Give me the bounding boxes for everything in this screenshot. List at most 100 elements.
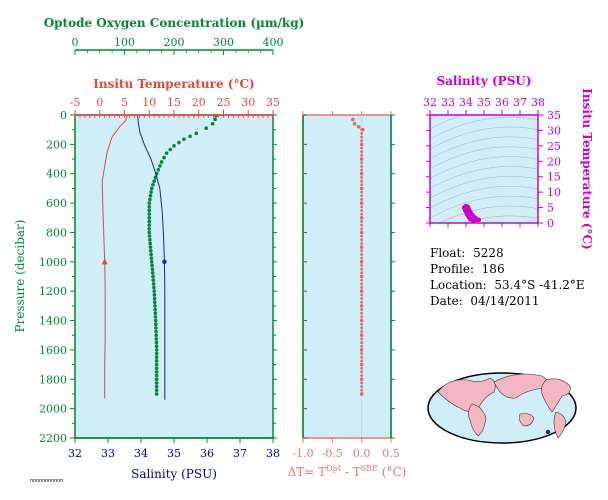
delta-t-point [360,227,364,231]
ts-isopycnal [430,195,538,219]
delta-t-point [360,348,364,352]
temperature-tick-label: 10 [142,96,156,109]
oxygen-point [154,373,159,378]
delta-t-point [360,275,364,278]
delta-t-point [360,128,364,132]
salinity-tick-label: 33 [101,447,115,460]
info-float-label: Float: [430,246,466,260]
oxygen-point [164,151,169,155]
temperature-marker [101,258,108,265]
ts-salinity-tick-label: 36 [495,96,509,109]
float-location-marker [545,429,551,435]
pressure-tick-label: 1200 [39,285,67,298]
delta-t-point [360,212,364,216]
delta-t-tick-label: 0.0 [353,447,371,460]
oxygen-point [147,212,152,216]
delta-t-panel: -1.0 -0.5 0.0 0.5 ΔT= TOpt - TSBE (°C) [288,111,406,479]
map-land-australia [519,413,535,427]
oxygen-point [162,155,166,160]
oxygen-point [154,392,159,396]
oxygen-point [151,278,156,282]
delta-t-point [360,308,364,311]
oxygen-point [154,381,159,385]
delta-t-point [360,385,364,389]
oxygen-point [147,226,152,231]
oxygen-point [154,348,159,352]
oxygen-point [154,359,159,363]
oxygen-point [150,271,155,275]
delta-t-point [360,341,364,344]
delta-t-point [360,164,364,168]
ts-salinity-tick-label: 37 [513,96,527,109]
world-map [427,372,577,444]
oxygen-tick-label: 0 [72,36,79,49]
info-date-label: Date: [430,294,463,308]
oxygen-point [154,333,158,338]
salinity-tick-label: 32 [68,447,82,460]
oxygen-point [154,322,158,327]
delta-t-tick-label: -1.0 [292,447,313,460]
map-land-africa [468,403,487,437]
ts-isopycnal [439,205,538,223]
delta-t-label-sup1: Opt [326,464,342,473]
temperature-tick-label: 35 [266,96,280,109]
delta-t-point [360,326,364,330]
delta-t-point [360,161,364,165]
delta-t-point [360,146,364,150]
oxygen-point [149,190,153,194]
delta-t-point [360,209,364,212]
oxygen-tick-label: 200 [164,36,185,49]
ts-salinity-tick-label: 35 [477,96,491,109]
temperature-line [101,115,128,399]
delta-t-point [360,153,364,157]
salinity-tick-label: 34 [134,447,148,460]
oxygen-point [154,384,159,389]
oxygen-axis: 0 100 200 300 400 Optode Oxygen Concentratio… [44,16,304,55]
temperature-tick-label: 0 [96,96,103,109]
delta-t-point [360,304,364,308]
delta-t-point [360,344,364,348]
info-date-value: 04/14/2011 [470,294,540,308]
oxygen-point [149,252,153,257]
pressure-tick-label: 1400 [39,315,67,328]
oxygen-point [147,204,152,209]
delta-t-point [360,242,364,245]
oxygen-point [154,366,159,371]
oxygen-point [154,344,159,349]
delta-t-point [360,231,364,234]
oxygen-point [194,131,199,136]
ts-temperature-axis-title: Insitu Temperature (°C) [580,88,594,249]
oxygen-point [153,307,157,312]
delta-t-point [360,286,364,289]
oxygen-point [149,260,154,264]
delta-t-point [360,172,364,176]
ts-isopycnal [430,185,538,209]
oxygen-point [148,237,152,242]
delta-t-point [360,194,364,198]
delta-t-point [360,238,364,242]
oxygen-point [154,370,159,374]
delta-t-point [360,300,364,304]
delta-t-point [352,122,357,126]
delta-t-tick-label: -0.5 [322,447,343,460]
oxygen-point [154,340,159,345]
salinity-tick-label: 37 [233,447,247,460]
temperature-tick-label: 5 [121,96,128,109]
info-float-value: 5228 [473,246,504,260]
ts-salinity-tick-label: 33 [441,96,455,109]
oxygen-point [168,147,173,152]
salinity-line [137,115,166,400]
oxygen-point [153,311,158,316]
temperature-tick-label: -5 [70,96,81,109]
delta-t-tick-label: 0.5 [382,447,400,460]
delta-t-point [351,117,355,122]
ts-temperature-tick-label: 0 [547,217,554,230]
delta-t-point [360,337,364,341]
oxygen-point [154,329,158,334]
oxygen-point [159,160,164,164]
ts-temperature-tick-label: 5 [547,202,554,215]
delta-t-point [360,322,364,326]
oxygen-point [154,351,159,356]
map-land-south-america [553,411,567,439]
